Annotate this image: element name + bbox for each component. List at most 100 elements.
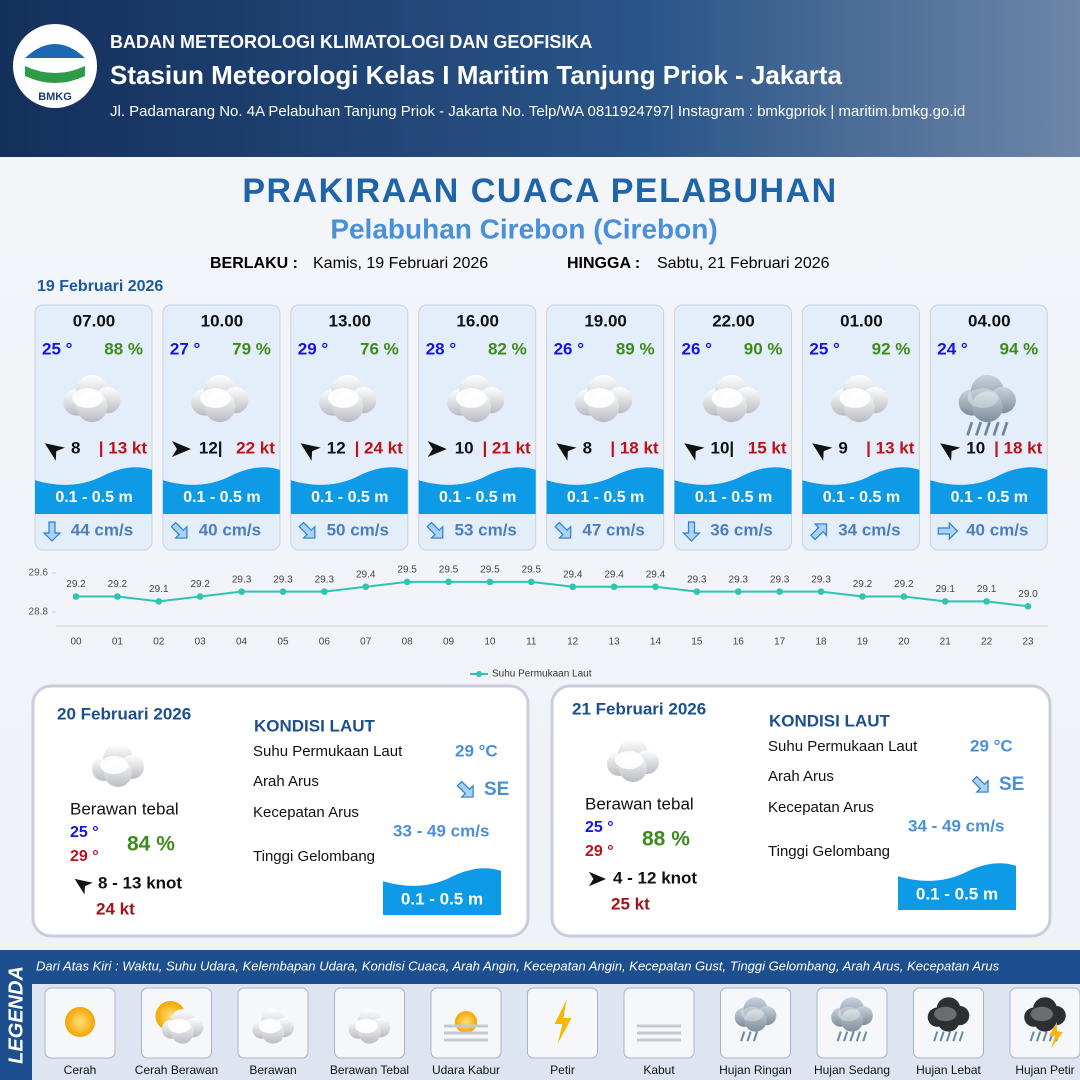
- x-tick-label: 16: [733, 637, 745, 648]
- sst-label: Suhu Permukaan Laut: [768, 738, 918, 755]
- legend-item-label: Berawan Tebal: [330, 1063, 409, 1077]
- direction-arrow: [74, 878, 93, 895]
- logo-text: BMKG: [38, 91, 72, 103]
- data-label: 29.4: [646, 569, 666, 580]
- logo-shape: [25, 44, 85, 58]
- y-tick-label: 28.8: [29, 607, 49, 618]
- wave: [930, 467, 1048, 514]
- icon-part: [740, 1031, 746, 1042]
- current-arrow: [810, 523, 828, 541]
- legend-box: [623, 987, 695, 1059]
- time: 10.00: [201, 311, 244, 330]
- sst-point: [983, 598, 990, 605]
- sst-point: [114, 593, 121, 600]
- dir-label: Arah Arus: [253, 773, 319, 790]
- wave-height: 0.1 - 0.5 m: [183, 489, 260, 506]
- sst-point: [610, 583, 618, 591]
- weather-icon: [252, 1009, 294, 1044]
- temp-max: 29 °: [585, 843, 614, 860]
- legend-item-label: Hujan Ringan: [719, 1063, 792, 1077]
- gust: | 24 kt: [355, 438, 404, 457]
- subtitle: Pelabuhan Cirebon (Cirebon): [330, 213, 717, 244]
- sst-point: [900, 593, 908, 600]
- x-tick-label: 04: [236, 637, 248, 648]
- humidity: 84 %: [127, 833, 175, 856]
- wind-speed: 12: [327, 438, 346, 457]
- icon-part: [843, 1031, 849, 1042]
- valid-to-label: HINGGA :: [567, 255, 640, 272]
- icon-part: [583, 388, 615, 408]
- current-speed: 47 cm/s: [582, 520, 644, 539]
- data-label: 29.5: [397, 565, 417, 576]
- weather-icon: [63, 374, 121, 423]
- x-tick-label: 10: [484, 637, 496, 648]
- data-label: 29.4: [604, 569, 624, 580]
- humidity: 76 %: [360, 339, 399, 358]
- humidity: 92 %: [872, 339, 911, 358]
- x-tick-label: 03: [195, 637, 207, 648]
- air-temp: 25 °: [809, 339, 840, 358]
- icon-part: [200, 388, 231, 408]
- weather-icon: [830, 374, 888, 423]
- sst-point: [734, 588, 742, 595]
- weather-icon: [734, 997, 777, 1042]
- temp-min: 25 °: [585, 819, 614, 836]
- current-arrow: [971, 775, 989, 793]
- data-label: 29.3: [273, 574, 293, 585]
- air-temp: 27 °: [170, 339, 201, 358]
- icon-part: [100, 756, 128, 774]
- wind-speed: 10|: [711, 438, 735, 457]
- icon-part: [934, 1006, 957, 1022]
- legend-item-label: Hujan Sedang: [814, 1063, 890, 1077]
- direction-arrow: [427, 441, 447, 457]
- current-arrow: [456, 780, 474, 798]
- speed-label: Kecepatan Arus: [768, 799, 874, 816]
- direction-arrow: [812, 443, 833, 461]
- title: PRAKIRAAN CUACA PELABUHAN: [242, 172, 837, 210]
- current-speed: 36 cm/s: [710, 520, 772, 539]
- current-arrow: [554, 521, 572, 539]
- sst-point: [817, 588, 825, 595]
- sst-point: [196, 593, 204, 600]
- icon-part: [849, 1031, 855, 1042]
- gust: 24 kt: [96, 899, 135, 918]
- speed-value: 34 - 49 cm/s: [908, 816, 1004, 835]
- icon-part: [455, 388, 487, 408]
- direction-arrow: [556, 443, 577, 461]
- x-tick-label: 18: [815, 637, 827, 648]
- time: 16.00: [456, 311, 499, 330]
- legend-item-label: Cerah: [64, 1063, 97, 1077]
- logo: [13, 24, 97, 108]
- data-label: 29.4: [563, 569, 583, 580]
- icon-part: [741, 1006, 764, 1022]
- wind: 8 - 13 knot: [98, 873, 182, 892]
- wind-speed: 8: [583, 438, 592, 457]
- current-arrow: [170, 521, 188, 539]
- sea-title: KONDISI LAUT: [254, 716, 376, 735]
- wave-height: 0.1 - 0.5 m: [55, 489, 132, 506]
- sst-point: [569, 583, 576, 591]
- legend-item-label: Hujan Lebat: [916, 1063, 981, 1077]
- wave: [674, 467, 792, 514]
- icon-part: [862, 1031, 868, 1042]
- current-speed: 40 cm/s: [199, 520, 261, 539]
- data-label: 29.1: [977, 584, 997, 595]
- x-tick-label: 15: [691, 637, 703, 648]
- current-speed: 50 cm/s: [327, 520, 389, 539]
- wave: [35, 467, 152, 514]
- weather-icon: [191, 374, 249, 423]
- sst-point: [155, 598, 163, 605]
- legend-item-label: Berawan: [249, 1063, 296, 1077]
- icon-part: [615, 751, 643, 769]
- speed-value: 33 - 49 cm/s: [393, 821, 489, 840]
- current-arrow: [298, 521, 316, 539]
- air-temp: 29 °: [298, 339, 329, 358]
- gust: | 18 kt: [994, 438, 1043, 457]
- icon-part: [983, 421, 991, 436]
- x-tick-label: 13: [609, 637, 621, 648]
- legend-item-label: Hujan Petir: [1015, 1063, 1074, 1077]
- sst-point: [693, 588, 701, 595]
- org-name: BADAN METEOROLOGI KLIMATOLOGI DAN GEOFIS…: [110, 32, 592, 52]
